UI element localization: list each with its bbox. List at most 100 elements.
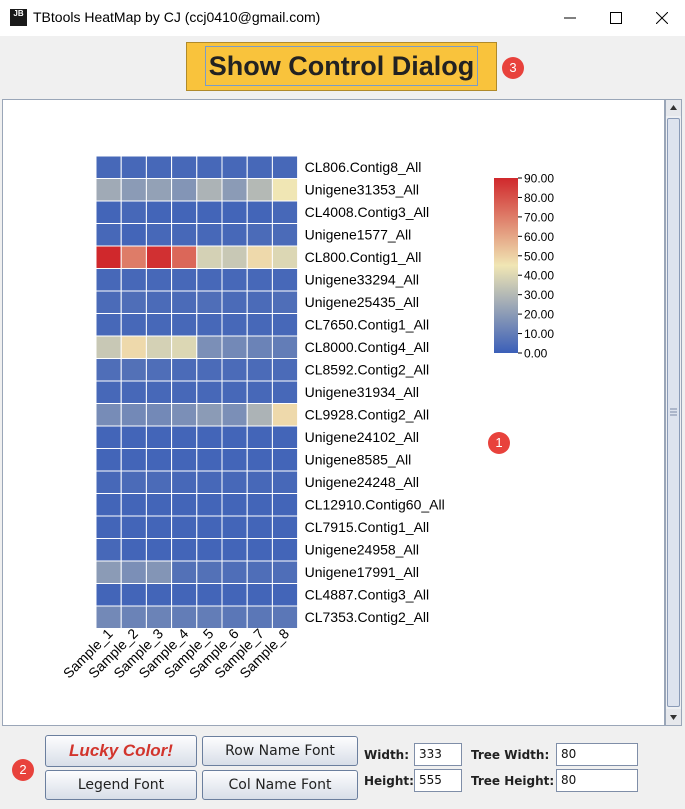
heatmap-cell	[271, 200, 299, 224]
width-field[interactable]: 333	[414, 743, 462, 766]
heatmap-chart: CL806.Contig8_All Unigene31353_All CL4008.…	[60, 155, 554, 681]
legend-tick-label: 30.00	[524, 288, 554, 302]
close-button[interactable]	[639, 0, 685, 36]
scroll-up-icon	[670, 105, 677, 110]
heatmap-cell	[171, 290, 198, 314]
heatmap-cell	[145, 560, 173, 584]
scroll-down-icon	[670, 715, 677, 720]
col-name-font-button[interactable]: Col Name Font	[202, 770, 358, 800]
scroll-thumb[interactable]	[667, 118, 680, 707]
legend-tick-label: 0.00	[524, 347, 548, 361]
heatmap-cell	[120, 178, 147, 202]
heatmap-cell	[271, 290, 299, 314]
heatmap-cell	[196, 313, 223, 337]
heatmap-cell	[196, 290, 223, 314]
heatmap-cell	[246, 358, 273, 382]
row-label: Unigene25435_All	[305, 294, 419, 310]
tree-width-field[interactable]: 80	[556, 743, 638, 766]
row-label: CL806.Contig8_All	[305, 159, 422, 175]
row-label: Unigene24102_All	[305, 429, 419, 445]
heatmap-cell	[246, 560, 273, 584]
heatmap-cell	[221, 515, 248, 539]
heatmap-cell	[271, 470, 299, 494]
heatmap-cell	[145, 200, 173, 224]
heatmap-cell	[221, 380, 248, 404]
heatmap-cell	[221, 358, 248, 382]
row-label: CL12910.Contig60_All	[305, 497, 445, 513]
heatmap-cell	[171, 335, 198, 359]
scroll-up-button[interactable]	[666, 100, 681, 116]
heatmap-cell	[145, 403, 173, 427]
heatmap-cell	[246, 223, 273, 247]
row-name-font-button[interactable]: Row Name Font	[202, 736, 358, 766]
heatmap-cell	[171, 493, 198, 517]
heatmap-cell	[196, 425, 223, 449]
grip-icon	[670, 408, 677, 416]
heatmap-cell	[95, 515, 122, 539]
heatmap-cell	[246, 403, 273, 427]
heatmap-cell	[246, 470, 273, 494]
heatmap-cell	[95, 268, 122, 292]
heatmap-cell	[171, 583, 198, 607]
heatmap-cell	[171, 560, 198, 584]
heatmap-cell	[145, 245, 173, 269]
heatmap-cell	[271, 538, 299, 562]
heatmap-cell	[95, 403, 122, 427]
heatmap-cell	[171, 223, 198, 247]
scroll-down-button[interactable]	[666, 709, 681, 725]
legend-tick-label: 40.00	[524, 269, 554, 283]
heatmap-cell	[196, 200, 223, 224]
heatmap-cell	[95, 425, 122, 449]
heatmap-cell	[221, 178, 248, 202]
heatmap-cell	[145, 448, 173, 472]
heatmap-cell	[120, 448, 147, 472]
heatmap-cell	[221, 538, 248, 562]
heatmap-cell	[196, 515, 223, 539]
heatmap-cell	[171, 155, 198, 179]
window-title: TBtools HeatMap by CJ (ccj0410@gmail.com…	[33, 9, 321, 25]
heatmap-cell	[145, 335, 173, 359]
lucky-color-button[interactable]: Lucky Color!	[45, 735, 197, 767]
minimize-button[interactable]	[547, 0, 593, 36]
row-label: Unigene8585_All	[305, 452, 412, 468]
heatmap-cell	[271, 493, 299, 517]
heatmap-cell	[171, 403, 198, 427]
heatmap-cell	[145, 470, 173, 494]
tree-height-field[interactable]: 80	[556, 769, 638, 792]
heatmap-cell	[271, 245, 299, 269]
heatmap-cell	[171, 425, 198, 449]
heatmap-cell	[246, 605, 273, 629]
heatmap-cell	[246, 335, 273, 359]
legend-font-button[interactable]: Legend Font	[45, 770, 197, 800]
heatmap-cell	[120, 583, 147, 607]
heatmap-cell	[171, 515, 198, 539]
height-field[interactable]: 555	[414, 769, 462, 792]
legend-tick-label: 10.00	[524, 327, 554, 341]
row-label: Unigene24958_All	[305, 542, 419, 558]
heatmap-cell	[145, 538, 173, 562]
legend-tick-label: 70.00	[524, 210, 554, 224]
show-control-dialog-button[interactable]: Show Control Dialog	[186, 42, 497, 91]
heatmap-cell	[95, 200, 122, 224]
heatmap-cell	[95, 470, 122, 494]
legend-color-bar	[494, 178, 518, 353]
vertical-scrollbar[interactable]	[665, 99, 682, 726]
heatmap-cell	[221, 335, 248, 359]
heatmap-cell	[196, 538, 223, 562]
heatmap-cell	[221, 403, 248, 427]
heatmap-cell	[221, 155, 248, 179]
heatmap-cell	[95, 358, 122, 382]
row-label: Unigene1577_All	[305, 227, 412, 243]
maximize-button[interactable]	[593, 0, 639, 36]
heatmap-cell	[196, 335, 223, 359]
heatmap-cell	[271, 155, 299, 179]
heatmap-cell	[196, 155, 223, 179]
heatmap-cell	[120, 470, 147, 494]
heatmap-cell	[171, 245, 198, 269]
row-label: Unigene31353_All	[305, 182, 419, 198]
heatmap-cell	[196, 470, 223, 494]
heatmap-cell	[271, 380, 299, 404]
maximize-icon	[610, 12, 622, 24]
heatmap-cell	[145, 583, 173, 607]
heatmap-cell	[171, 200, 198, 224]
